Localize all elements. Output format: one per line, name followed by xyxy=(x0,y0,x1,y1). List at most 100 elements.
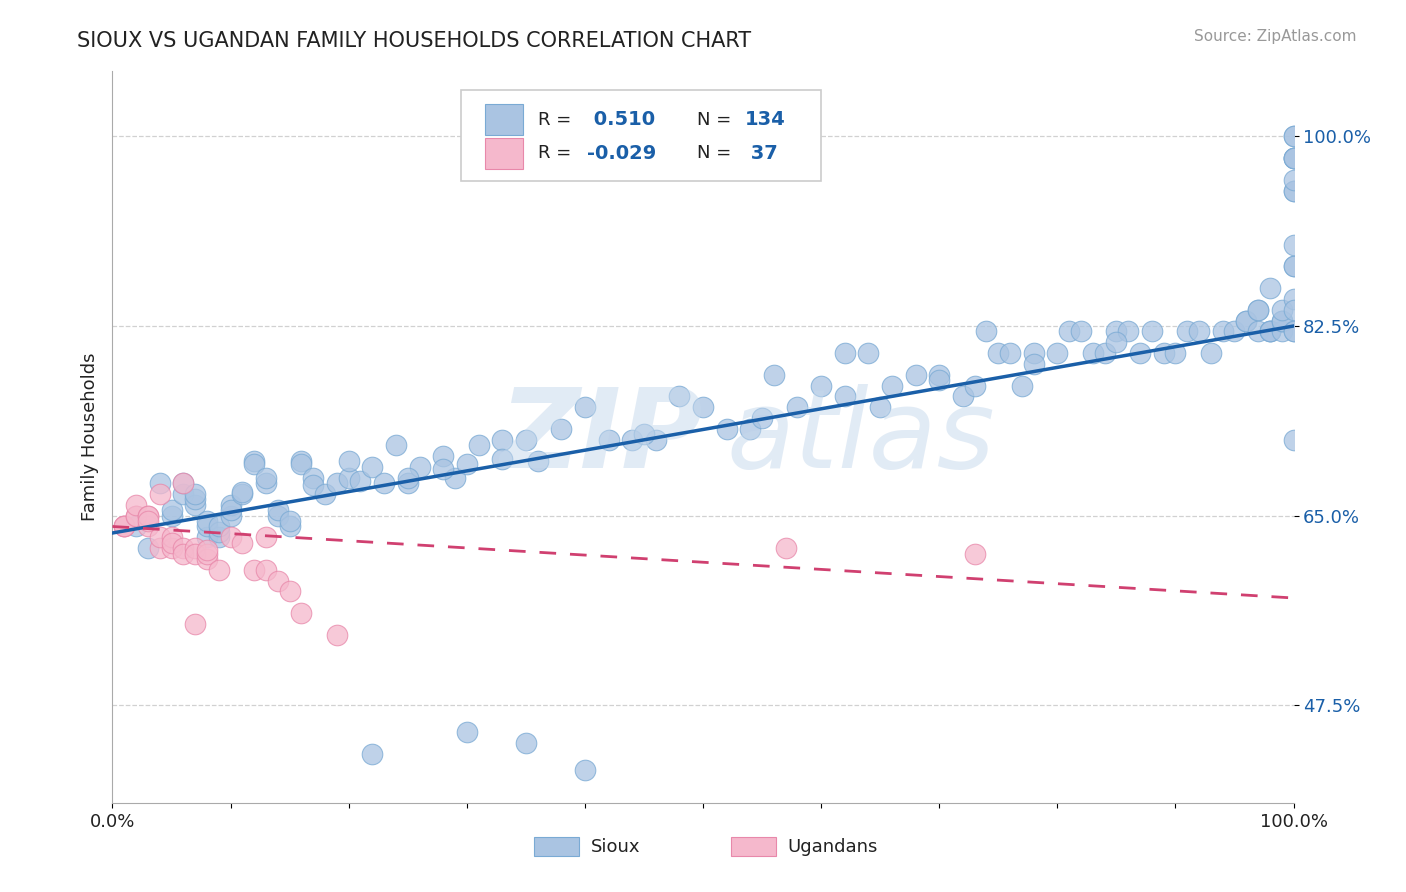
Text: R =: R = xyxy=(537,111,576,128)
Point xyxy=(574,401,596,415)
Point xyxy=(598,433,620,447)
Point xyxy=(208,519,231,533)
Point xyxy=(219,498,242,512)
Point xyxy=(254,530,277,544)
Point xyxy=(267,503,290,517)
Point xyxy=(1282,260,1305,274)
Point xyxy=(1247,325,1270,339)
Point xyxy=(160,508,183,523)
Point xyxy=(1258,325,1281,339)
Point xyxy=(160,541,183,556)
Point xyxy=(172,547,194,561)
Point xyxy=(1258,281,1281,295)
Text: N =: N = xyxy=(697,145,737,162)
Point xyxy=(254,563,277,577)
Point xyxy=(278,519,301,533)
Point xyxy=(160,535,183,549)
Point xyxy=(1081,346,1104,360)
Text: N =: N = xyxy=(697,111,737,128)
Point xyxy=(1164,346,1187,360)
Point xyxy=(195,543,218,558)
Point xyxy=(1046,346,1069,360)
FancyBboxPatch shape xyxy=(485,138,523,169)
Point xyxy=(1247,302,1270,317)
Point xyxy=(1282,302,1305,317)
Point xyxy=(184,617,207,632)
Point xyxy=(208,563,231,577)
Point xyxy=(1271,313,1294,327)
Point xyxy=(998,346,1021,360)
Point xyxy=(136,508,159,523)
Point xyxy=(337,454,360,468)
Point xyxy=(267,574,290,588)
Point xyxy=(1282,237,1305,252)
Point xyxy=(644,433,666,447)
Point xyxy=(834,389,856,403)
Point xyxy=(1199,346,1222,360)
Point xyxy=(1282,129,1305,144)
Point xyxy=(160,503,183,517)
Point xyxy=(112,519,135,533)
Point xyxy=(858,346,880,360)
Point xyxy=(952,389,974,403)
Point xyxy=(361,459,384,474)
Point xyxy=(208,524,231,539)
Point xyxy=(834,346,856,360)
Point xyxy=(1282,325,1305,339)
Point xyxy=(290,457,312,471)
Point xyxy=(1011,378,1033,392)
Point xyxy=(326,628,349,642)
Point xyxy=(467,438,489,452)
Point xyxy=(456,457,478,471)
Point xyxy=(1282,325,1305,339)
Y-axis label: Family Households: Family Households xyxy=(80,353,98,521)
Point xyxy=(1282,292,1305,306)
Point xyxy=(1258,325,1281,339)
Point xyxy=(396,471,419,485)
Point xyxy=(172,476,194,491)
Point xyxy=(254,471,277,485)
Point xyxy=(184,547,207,561)
Point xyxy=(136,514,159,528)
Text: 0.510: 0.510 xyxy=(588,110,655,129)
Text: Sioux: Sioux xyxy=(591,838,640,855)
Point xyxy=(1282,172,1305,186)
Point xyxy=(278,514,301,528)
Point xyxy=(1282,151,1305,165)
Point xyxy=(1282,260,1305,274)
Point xyxy=(136,541,159,556)
Point xyxy=(740,422,762,436)
Point xyxy=(149,541,172,556)
Point xyxy=(928,373,950,387)
Point xyxy=(195,519,218,533)
Point xyxy=(775,541,797,556)
Point xyxy=(125,508,148,523)
Point xyxy=(125,519,148,533)
Point xyxy=(290,606,312,620)
Text: Source: ZipAtlas.com: Source: ZipAtlas.com xyxy=(1194,29,1357,44)
Point xyxy=(254,476,277,491)
Point xyxy=(184,492,207,507)
Point xyxy=(172,476,194,491)
Point xyxy=(574,764,596,778)
Point xyxy=(1234,313,1257,327)
Point xyxy=(184,487,207,501)
Point xyxy=(751,411,773,425)
Point xyxy=(491,452,513,467)
Point xyxy=(302,478,325,492)
Point xyxy=(243,457,266,471)
Point xyxy=(243,563,266,577)
Point xyxy=(515,736,537,750)
Point xyxy=(231,487,253,501)
Point xyxy=(172,487,194,501)
Point xyxy=(195,547,218,561)
Point xyxy=(149,487,172,501)
Point xyxy=(1094,346,1116,360)
Point xyxy=(184,541,207,556)
Point xyxy=(550,422,572,436)
Point xyxy=(125,508,148,523)
Text: ZIP: ZIP xyxy=(499,384,703,491)
Point xyxy=(349,474,371,488)
Point xyxy=(195,514,218,528)
Point xyxy=(1116,325,1139,339)
